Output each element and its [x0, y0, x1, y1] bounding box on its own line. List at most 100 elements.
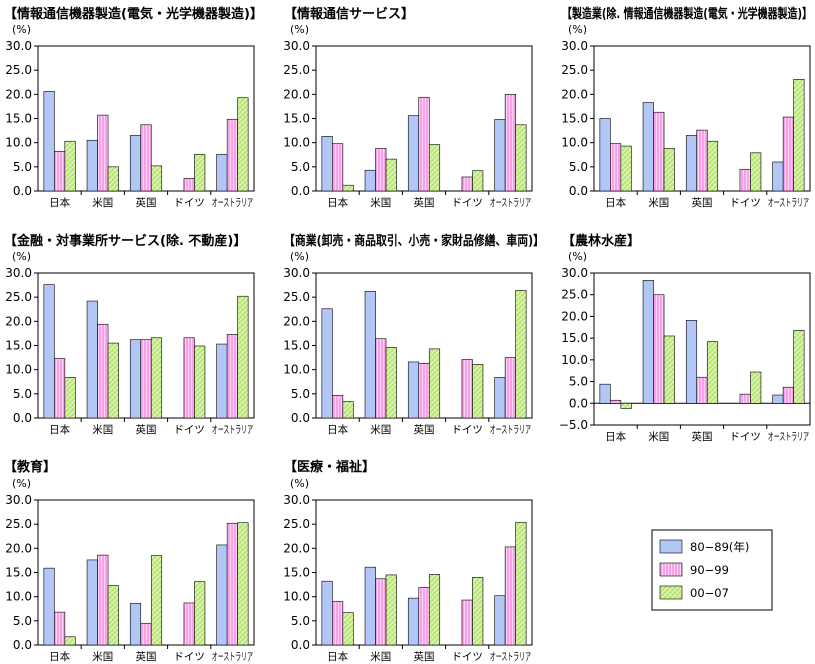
y-tick-label: 30.0: [5, 266, 32, 280]
chart-title: 【農林水産】: [562, 233, 640, 249]
x-tick-label: 日本: [327, 650, 348, 663]
x-tick-label: ドイツ: [173, 197, 205, 209]
y-tick-label: 15.0: [561, 112, 588, 126]
bar: [226, 522, 238, 646]
bar: [107, 585, 119, 646]
y-axis-unit: (%): [12, 477, 31, 490]
bar: [653, 294, 665, 404]
y-tick-label: 10.0: [5, 363, 32, 377]
y-tick-label: 0.0: [569, 184, 588, 198]
x-tick-label: 英国: [414, 650, 435, 663]
y-tick-label: 30.0: [561, 266, 588, 280]
legend-swatch-2: [659, 562, 683, 577]
chart-title: 【情報通信サービス】: [284, 6, 414, 22]
bar: [407, 597, 420, 646]
y-axis-unit: (%): [12, 250, 31, 263]
y-tick-label: 25.0: [283, 63, 310, 77]
bar: [194, 581, 206, 646]
bar: [772, 161, 784, 192]
y-tick-label: 5.0: [569, 375, 588, 389]
bar: [375, 578, 387, 646]
x-tick-label: 英国: [692, 430, 713, 443]
legend: 80−89(年) 90−99 00−07: [651, 529, 773, 611]
chart-panel: 0.0 5.0 10.0 15.0 20.0 25.0 30.0 日本 米国 英国 ドイツ オーストラ…: [283, 493, 533, 663]
y-tick-label: 5.0: [291, 387, 310, 401]
bar: [620, 145, 632, 192]
chart-marks: 0.05.010.015.020.025.030.0日本 米国 英国 ドイツ オーストラ…: [5, 39, 811, 663]
bar: [407, 115, 420, 192]
x-tick-label: ドイツ: [173, 651, 205, 663]
bar: [54, 358, 66, 419]
bar: [64, 636, 76, 646]
y-tick-label: 15.0: [5, 566, 32, 580]
bar: [685, 135, 698, 192]
y-tick-label: 0.0: [13, 638, 32, 652]
y-tick-label: 25.0: [5, 290, 32, 304]
y-tick-label: 25.0: [561, 288, 588, 302]
x-tick-label: 米国: [92, 650, 113, 663]
bar: [599, 383, 611, 404]
bar: [375, 338, 387, 419]
x-tick-label: 英国: [136, 423, 157, 436]
bar: [461, 176, 473, 192]
chart-panel: 0.0 5.0 10.0 15.0 20.0 25.0 30.0 日本 米国 英国 ドイツ オーストラ…: [5, 493, 255, 663]
bar: [216, 153, 228, 192]
chart-title: 【情報通信機器製造(電気・光学機器製造)】: [4, 6, 263, 22]
bar: [364, 169, 376, 192]
bar: [428, 348, 441, 419]
y-axis-unit: (%): [290, 23, 309, 36]
bar: [461, 599, 473, 646]
bar: [472, 577, 484, 646]
bar: [610, 143, 622, 192]
bar: [150, 555, 163, 646]
y-tick-label: 10.0: [5, 590, 32, 604]
bar: [321, 308, 333, 419]
bar: [129, 339, 142, 419]
x-tick-label: 英国: [692, 196, 713, 209]
y-axis-unit: (%): [290, 477, 309, 490]
bar: [342, 184, 354, 192]
bar: [140, 124, 152, 192]
bar: [86, 139, 98, 192]
y-tick-label: 0.0: [291, 184, 310, 198]
y-tick-label: 5.0: [13, 387, 32, 401]
bar: [183, 602, 195, 646]
bar: [64, 140, 76, 192]
bar: [494, 377, 506, 419]
x-tick-label: ドイツ: [451, 197, 483, 209]
bar: [793, 330, 805, 404]
x-tick-label: オーストラリア: [212, 197, 253, 209]
x-tick-label: 米国: [370, 196, 391, 209]
y-tick-label: 20.0: [283, 314, 310, 328]
legend-label: 90−99: [690, 563, 729, 577]
bar: [129, 135, 142, 192]
y-tick-label: 15.0: [283, 339, 310, 353]
y-tick-label: 30.0: [5, 493, 32, 507]
bar: [739, 168, 751, 192]
y-tick-label: 20.0: [5, 541, 32, 555]
y-tick-label: 20.0: [283, 541, 310, 555]
bar: [375, 148, 387, 192]
bar: [226, 334, 238, 419]
y-tick-label: 0.0: [291, 638, 310, 652]
y-tick-label: 25.0: [5, 517, 32, 531]
bar: [364, 291, 376, 419]
bar: [696, 376, 708, 404]
bar: [150, 337, 163, 419]
bar: [653, 111, 665, 192]
bar: [642, 280, 654, 404]
chart-panel: 0.0 5.0 10.0 15.0 20.0 25.0 30.0 日本 米国 英国 ドイツ オーストラ…: [5, 266, 255, 436]
x-tick-label: ドイツ: [729, 431, 761, 443]
bar: [43, 91, 55, 192]
legend-label: 00−07: [690, 586, 729, 600]
x-tick-label: オーストラリア: [490, 424, 531, 436]
y-tick-label: 5.0: [291, 614, 310, 628]
bar: [194, 345, 206, 419]
plot-frame: [593, 272, 811, 426]
bar: [504, 546, 516, 646]
x-tick-label: 米国: [648, 196, 669, 209]
bar: [237, 295, 249, 419]
bar: [663, 148, 675, 192]
chart-title: 【金融・対事業所サービス(除. 不動産)】: [4, 233, 246, 249]
